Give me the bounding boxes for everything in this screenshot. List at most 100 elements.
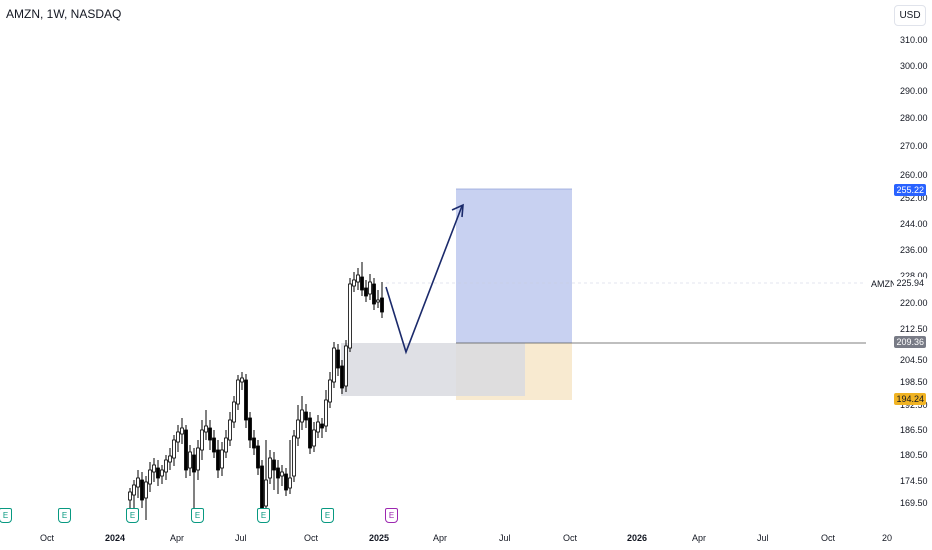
price-tick: 204.50 xyxy=(900,355,928,365)
candle-body xyxy=(344,345,348,387)
candle-body xyxy=(328,379,332,403)
demand-zone xyxy=(341,343,525,396)
projection-arrowhead xyxy=(451,203,464,218)
price-tick: 244.00 xyxy=(900,219,928,229)
price-tick: 270.00 xyxy=(900,141,928,151)
candle-body xyxy=(360,276,364,291)
candle-body xyxy=(248,417,252,441)
candle-body xyxy=(168,455,172,463)
candle-body xyxy=(264,479,268,507)
candle-body xyxy=(320,423,324,429)
candle-body xyxy=(324,399,328,427)
candle-body xyxy=(160,469,164,477)
candle-body xyxy=(228,419,232,441)
price-tick: 186.50 xyxy=(900,425,928,435)
time-tick: 2024 xyxy=(105,533,126,543)
projection-arrow xyxy=(385,205,463,355)
price-tick: 220.00 xyxy=(900,298,928,308)
candle-body xyxy=(304,411,308,421)
time-tick: Jul xyxy=(235,533,247,543)
price-tick: 310.00 xyxy=(900,35,928,45)
time-tick: Jul xyxy=(757,533,769,543)
time-tick: Oct xyxy=(563,533,578,543)
candle-body xyxy=(224,437,228,453)
price-tick: 169.50 xyxy=(900,498,928,508)
candle-body xyxy=(296,419,300,439)
candle-body xyxy=(176,431,180,443)
candle-body xyxy=(312,429,316,447)
candle-body xyxy=(164,459,168,473)
price-tick: 212.50 xyxy=(900,324,928,334)
candle-body xyxy=(352,279,356,287)
time-tick: 20 xyxy=(882,533,893,543)
candle-body xyxy=(204,425,208,433)
price-tick: 180.50 xyxy=(900,450,928,460)
candle-body xyxy=(196,447,200,471)
price-tick: 192.50 xyxy=(900,400,928,410)
candle-body xyxy=(280,471,284,477)
price-tick: 290.00 xyxy=(900,86,928,96)
candle-body xyxy=(156,467,160,479)
candle-body xyxy=(192,454,196,473)
candle-body xyxy=(288,477,292,489)
candle-body xyxy=(292,435,296,477)
chart-title: AMZN, 1W, NASDAQ xyxy=(6,7,122,21)
candle-body xyxy=(364,287,368,297)
candle-body xyxy=(284,473,288,491)
candle-body xyxy=(148,469,152,485)
last-price-label: 225.94 xyxy=(894,277,926,289)
candle-body xyxy=(200,429,204,451)
time-tick: Oct xyxy=(821,533,836,543)
currency-button[interactable]: USD xyxy=(894,5,926,26)
price-tick: 174.50 xyxy=(900,476,928,486)
candle-body xyxy=(356,274,360,283)
candle-body xyxy=(212,437,216,453)
price-tick: 300.00 xyxy=(900,61,928,71)
earnings-marker-icon[interactable]: E xyxy=(58,508,71,523)
time-tick: 2026 xyxy=(627,533,648,543)
earnings-marker-icon[interactable]: E xyxy=(191,508,204,523)
entry-price-tag: 209.36 xyxy=(894,336,926,348)
candle-body xyxy=(132,484,136,496)
candle-body xyxy=(376,299,380,303)
candle-body xyxy=(220,449,224,469)
candle-body xyxy=(184,429,188,471)
time-tick: Oct xyxy=(304,533,319,543)
candle-body xyxy=(372,283,376,305)
earnings-marker-icon[interactable]: E xyxy=(0,508,12,523)
candle-body xyxy=(276,467,280,479)
candle-body xyxy=(308,417,312,449)
candle-body xyxy=(380,297,384,313)
price-tick: 228.00 xyxy=(900,271,928,281)
earnings-marker-icon[interactable]: E xyxy=(257,508,270,523)
candle-body xyxy=(236,379,240,405)
candle-body xyxy=(144,481,148,499)
candle-body xyxy=(272,459,276,471)
candle-body xyxy=(172,439,176,459)
target-zone xyxy=(456,189,572,343)
earnings-marker-icon[interactable]: E xyxy=(321,508,334,523)
candle-body xyxy=(340,365,344,389)
price-tick: 260.00 xyxy=(900,170,928,180)
time-tick: Oct xyxy=(40,533,55,543)
time-tick: 2025 xyxy=(369,533,390,543)
candle-body xyxy=(256,445,260,469)
price-tick: 236.00 xyxy=(900,245,928,255)
earnings-marker-icon[interactable]: E xyxy=(385,508,398,523)
candle-body xyxy=(180,427,184,435)
stop-price-tag: 194.24 xyxy=(894,393,926,405)
time-tick: Apr xyxy=(692,533,707,543)
target-price-tag: 255.22 xyxy=(894,184,926,196)
candle-body xyxy=(268,457,272,479)
earnings-marker-icon[interactable]: E xyxy=(126,508,139,523)
candle-body xyxy=(260,465,264,509)
candle-body xyxy=(316,421,320,433)
candle-body xyxy=(216,449,220,471)
candle-body xyxy=(348,283,352,349)
time-tick: Jul xyxy=(499,533,511,543)
candle-body xyxy=(188,451,192,469)
candle-body xyxy=(368,281,372,295)
candle-body xyxy=(136,477,140,488)
price-tick: 252.00 xyxy=(900,193,928,203)
